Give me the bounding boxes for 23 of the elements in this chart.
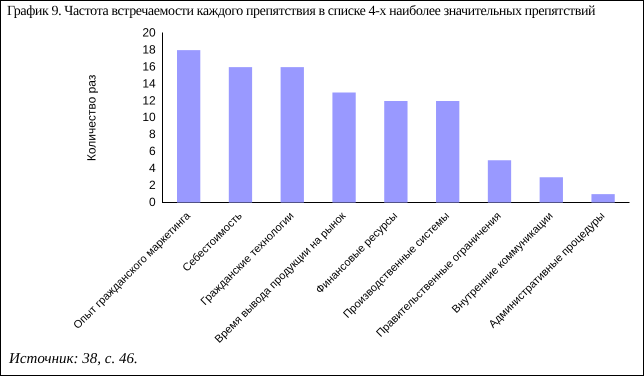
y-tick-label: 4	[149, 161, 156, 176]
bar	[332, 92, 356, 203]
chart-title: График 9. Частота встречаемости каждого препятствия в списке 4-х наиболее значительных препятствий	[7, 4, 596, 20]
bar	[228, 67, 252, 203]
bar	[436, 100, 460, 203]
bar	[488, 160, 512, 203]
y-axis-title: Количество раз	[84, 74, 99, 162]
y-tick-label: 20	[142, 26, 156, 40]
bar	[540, 177, 563, 203]
y-tick-label: 14	[142, 76, 156, 90]
y-tick-label: 16	[142, 59, 156, 74]
y-tick-label: 12	[142, 93, 156, 108]
bar	[280, 67, 304, 203]
y-tick-label: 8	[149, 127, 156, 142]
y-tick-label: 18	[142, 42, 156, 56]
y-tick-label: 0	[149, 194, 156, 209]
text: Источник: 38, с. 46.	[9, 351, 138, 368]
bar	[591, 194, 615, 203]
bar	[384, 100, 408, 203]
bar	[176, 50, 200, 203]
y-tick-label: 6	[149, 144, 156, 158]
y-tick-label: 2	[149, 178, 156, 192]
y-tick-label: 10	[142, 110, 156, 124]
